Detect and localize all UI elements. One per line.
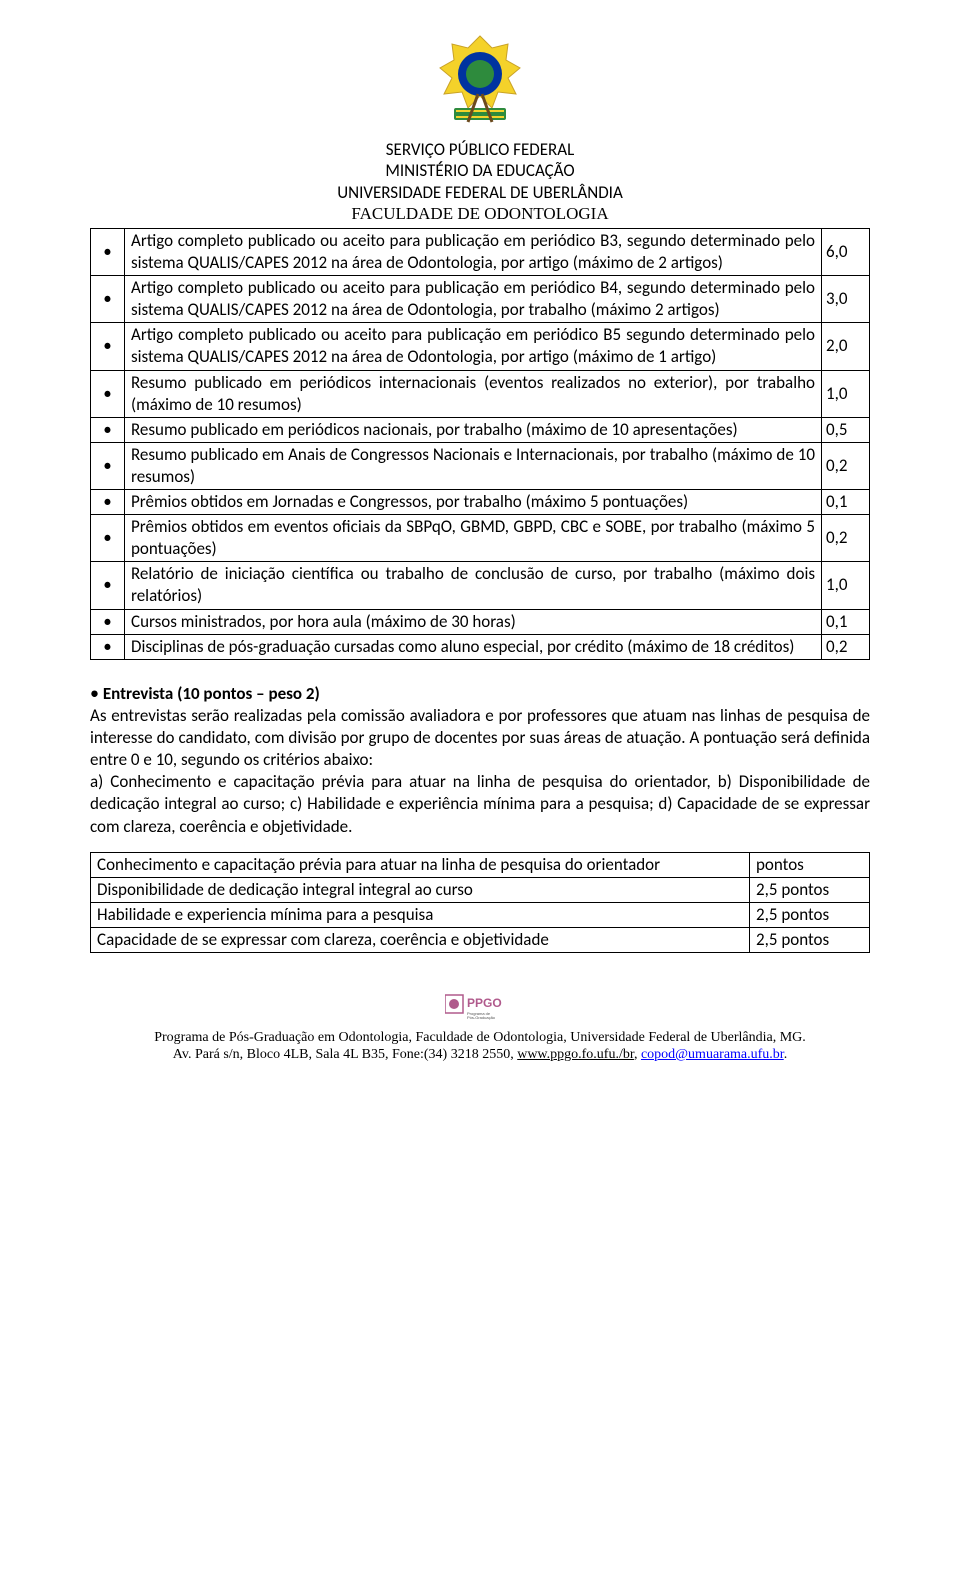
interview-block: Entrevista (10 pontos – peso 2) As entre… bbox=[90, 682, 870, 838]
row-bullet: • bbox=[91, 276, 125, 323]
header-line-4: FACULDADE DE ODONTOLOGIA bbox=[90, 203, 870, 224]
criteria-row: Conhecimento e capacitação prévia para a… bbox=[91, 852, 870, 877]
row-bullet: • bbox=[91, 609, 125, 634]
table-row: •Artigo completo publicado ou aceito par… bbox=[91, 229, 870, 276]
brasao-logo bbox=[90, 30, 870, 131]
criteria-label: Habilidade e experiencia mínima para a p… bbox=[91, 902, 750, 927]
row-bullet: • bbox=[91, 370, 125, 417]
header-line-1: SERVIÇO PÚBLICO FEDERAL bbox=[90, 139, 870, 160]
footer-dot: . bbox=[784, 1047, 788, 1062]
page: SERVIÇO PÚBLICO FEDERAL MINISTÉRIO DA ED… bbox=[0, 0, 960, 1094]
bullet-icon bbox=[90, 683, 99, 704]
svg-text:PPGO: PPGO bbox=[467, 996, 502, 1010]
criteria-row: Habilidade e experiencia mínima para a p… bbox=[91, 902, 870, 927]
table-row: •Artigo completo publicado ou aceito par… bbox=[91, 323, 870, 370]
row-description: Relatório de iniciação científica ou tra… bbox=[125, 562, 822, 609]
criteria-label: Disponibilidade de dedicação integral in… bbox=[91, 877, 750, 902]
row-description: Prêmios obtidos em eventos oficiais da S… bbox=[125, 515, 822, 562]
row-description: Disciplinas de pós-graduação cursadas co… bbox=[125, 634, 822, 659]
table-row: •Relatório de iniciação científica ou tr… bbox=[91, 562, 870, 609]
row-value: 1,0 bbox=[822, 562, 870, 609]
row-description: Artigo completo publicado ou aceito para… bbox=[125, 229, 822, 276]
row-bullet: • bbox=[91, 417, 125, 442]
header-text: SERVIÇO PÚBLICO FEDERAL MINISTÉRIO DA ED… bbox=[90, 139, 870, 224]
row-value: 2,0 bbox=[822, 323, 870, 370]
table-row: •Resumo publicado em periódicos nacionai… bbox=[91, 417, 870, 442]
footer: PPGO Programa de Pós-Graduação Programa … bbox=[90, 993, 870, 1064]
ppgo-logo: PPGO Programa de Pós-Graduação bbox=[90, 993, 870, 1027]
table-row: •Cursos ministrados, por hora aula (máxi… bbox=[91, 609, 870, 634]
criteria-points: 2,5 pontos bbox=[750, 902, 870, 927]
row-value: 0,1 bbox=[822, 490, 870, 515]
row-description: Artigo completo publicado ou aceito para… bbox=[125, 323, 822, 370]
footer-sep: , bbox=[634, 1047, 641, 1062]
table-row: •Resumo publicado em periódicos internac… bbox=[91, 370, 870, 417]
footer-line-2: Av. Pará s/n, Bloco 4LB, Sala 4L B35, Fo… bbox=[90, 1046, 870, 1064]
score-table: •Artigo completo publicado ou aceito par… bbox=[90, 228, 870, 660]
row-description: Resumo publicado em Anais de Congressos … bbox=[125, 442, 822, 489]
table-row: •Disciplinas de pós-graduação cursadas c… bbox=[91, 634, 870, 659]
table-row: •Resumo publicado em Anais de Congressos… bbox=[91, 442, 870, 489]
interview-paragraph: As entrevistas serão realizadas pela com… bbox=[90, 705, 870, 836]
criteria-row: Disponibilidade de dedicação integral in… bbox=[91, 877, 870, 902]
row-bullet: • bbox=[91, 490, 125, 515]
criteria-row: Capacidade de se expressar com clareza, … bbox=[91, 927, 870, 952]
header-line-3: UNIVERSIDADE FEDERAL DE UBERLÂNDIA bbox=[90, 182, 870, 203]
row-bullet: • bbox=[91, 562, 125, 609]
interview-title: Entrevista (10 pontos – peso 2) bbox=[103, 683, 320, 704]
row-value: 0,1 bbox=[822, 609, 870, 634]
row-value: 6,0 bbox=[822, 229, 870, 276]
row-bullet: • bbox=[91, 634, 125, 659]
table-row: •Artigo completo publicado ou aceito par… bbox=[91, 276, 870, 323]
row-description: Resumo publicado em periódicos internaci… bbox=[125, 370, 822, 417]
footer-line-1: Programa de Pós-Graduação em Odontologia… bbox=[90, 1029, 870, 1047]
row-value: 0,2 bbox=[822, 515, 870, 562]
criteria-points: pontos bbox=[750, 852, 870, 877]
row-value: 0,2 bbox=[822, 442, 870, 489]
row-bullet: • bbox=[91, 323, 125, 370]
row-description: Prêmios obtidos em Jornadas e Congressos… bbox=[125, 490, 822, 515]
footer-link-1: www.ppgo.fo.ufu./br bbox=[517, 1047, 634, 1062]
row-value: 0,5 bbox=[822, 417, 870, 442]
row-bullet: • bbox=[91, 442, 125, 489]
criteria-points: 2,5 pontos bbox=[750, 877, 870, 902]
row-value: 1,0 bbox=[822, 370, 870, 417]
criteria-label: Conhecimento e capacitação prévia para a… bbox=[91, 852, 750, 877]
row-value: 3,0 bbox=[822, 276, 870, 323]
row-description: Artigo completo publicado ou aceito para… bbox=[125, 276, 822, 323]
criteria-table: Conhecimento e capacitação prévia para a… bbox=[90, 852, 870, 953]
row-bullet: • bbox=[91, 515, 125, 562]
footer-link-2[interactable]: copod@umuarama.ufu.br bbox=[641, 1047, 784, 1062]
table-row: •Prêmios obtidos em Jornadas e Congresso… bbox=[91, 490, 870, 515]
criteria-points: 2,5 pontos bbox=[750, 927, 870, 952]
svg-text:Pós-Graduação: Pós-Graduação bbox=[467, 1015, 496, 1020]
criteria-label: Capacidade de se expressar com clareza, … bbox=[91, 927, 750, 952]
row-bullet: • bbox=[91, 229, 125, 276]
row-value: 0,2 bbox=[822, 634, 870, 659]
table-row: •Prêmios obtidos em eventos oficiais da … bbox=[91, 515, 870, 562]
row-description: Resumo publicado em periódicos nacionais… bbox=[125, 417, 822, 442]
row-description: Cursos ministrados, por hora aula (máxim… bbox=[125, 609, 822, 634]
footer-line-2-pre: Av. Pará s/n, Bloco 4LB, Sala 4L B35, Fo… bbox=[173, 1047, 517, 1062]
header-line-2: MINISTÉRIO DA EDUCAÇÃO bbox=[90, 160, 870, 181]
